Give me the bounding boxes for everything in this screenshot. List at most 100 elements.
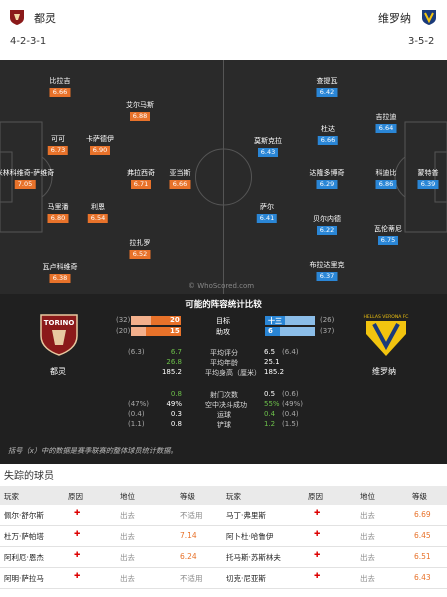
away-season-stat: (0.4): [282, 410, 299, 418]
stat-row: (47%) 49% 空中决斗成功 55% (49%): [0, 400, 447, 410]
home-goals-bar: [131, 316, 181, 325]
stat-row: 26.8 平均年龄 25.1: [0, 358, 447, 368]
home-formation: 4-2-3-1: [10, 36, 47, 47]
home-player[interactable]: 马里潘 6.80: [47, 203, 69, 223]
status: 出去: [120, 511, 135, 520]
player-name[interactable]: 佩尔·舒尔斯: [4, 511, 44, 520]
lineup-summary: 可能的阵容统计比较 TORINO 都灵 HELLAS VERONA FC 维罗纳…: [0, 294, 447, 464]
home-player[interactable]: 亚当斯 6.66: [169, 169, 191, 189]
table-row[interactable]: 佩尔·舒尔斯 ✚ 出去 不适用 马丁·弗里斯 ✚ 出去 6.69: [0, 505, 447, 526]
away-season-stat: (1.5): [282, 420, 299, 428]
rating: 6.24: [180, 552, 197, 561]
stat-label: 平均评分: [210, 349, 238, 357]
stat-row: (6.3) 6.7 平均评分 6.5 (6.4): [0, 348, 447, 358]
home-player[interactable]: 米林科维奇-萨维奇 7.05: [0, 169, 55, 189]
away-formation: 3-5-2: [408, 36, 435, 47]
away-player[interactable]: 瓦伦蒂尼 6.75: [374, 225, 402, 245]
injury-icon: ✚: [74, 508, 81, 517]
player-name[interactable]: 阿卜杜·哈鲁伊: [226, 532, 274, 541]
away-player[interactable]: 布拉达里克 6.37: [309, 261, 345, 281]
rating: 6.69: [414, 510, 431, 519]
stat-label: 空中决斗成功: [205, 401, 247, 409]
injury-icon: ✚: [314, 508, 321, 517]
player-name[interactable]: 杜万·萨帕塔: [4, 532, 44, 541]
stat-row: 185.2 平均身高（厘米） 185.2: [0, 368, 447, 378]
home-season-stat: (47%): [128, 400, 150, 408]
stat-label: 铲球: [217, 421, 231, 429]
injury-icon: ✚: [314, 550, 321, 559]
home-stat: 185.2: [161, 368, 182, 376]
stat-label: 射门次数: [210, 391, 238, 399]
home-player[interactable]: 可可 6.73: [47, 134, 69, 155]
away-stat: 1.2: [264, 420, 276, 428]
table-row[interactable]: 阿明·萨拉马 ✚ 出去 不适用 切克·尼亚斯 ✚ 出去 6.43: [0, 568, 447, 589]
stat-row: (0.4) 0.3 运球 0.4 (0.4): [0, 410, 447, 420]
table-row[interactable]: 杜万·萨帕塔 ✚ 出去 7.14 阿卜杜·哈鲁伊 ✚ 出去 6.45: [0, 526, 447, 547]
away-season-stat: (49%): [282, 400, 304, 408]
status: 出去: [360, 511, 375, 520]
pitch: 比拉吉 6.66 艾尔马斯 6.88 可可 6.73 卡萨德伊 6.90 米林科维奇-萨…: [0, 60, 447, 294]
home-player[interactable]: 瓦卢科维奇 6.38: [42, 263, 78, 283]
summary-away-label: 维罗纳: [372, 367, 396, 376]
status: 出去: [120, 553, 135, 562]
home-team-name[interactable]: 都灵: [34, 12, 56, 25]
away-stat: 55%: [264, 400, 280, 408]
status: 出去: [120, 532, 135, 541]
summary-home-label: 都灵: [50, 367, 66, 376]
away-player[interactable]: 莫斯克拉 6.43: [254, 137, 282, 157]
away-player[interactable]: 杜达 6.66: [317, 124, 339, 145]
away-player[interactable]: 查提瓦 6.42: [316, 77, 338, 97]
home-player[interactable]: 拉扎罗 6.52: [129, 239, 151, 259]
rating: 不适用: [180, 511, 203, 520]
home-player[interactable]: 弗拉西奇 6.71: [127, 169, 155, 189]
stat-row: (1.1) 0.8 铲球 1.2 (1.5): [0, 420, 447, 430]
home-player[interactable]: 艾尔马斯 6.88: [126, 101, 154, 121]
rating: 6.45: [414, 531, 431, 540]
stat-label: 运球: [217, 411, 231, 419]
home-assists-bar: [131, 327, 181, 336]
away-stat: 0.4: [264, 410, 276, 418]
stat-row: 0.8 射门次数 0.5 (0.6): [0, 390, 447, 400]
home-stat: 26.8: [166, 358, 182, 366]
torino-large-crest-icon: TORINO: [38, 312, 80, 358]
watermark: © WhoScored.com: [188, 282, 255, 290]
status: 出去: [360, 532, 375, 541]
home-player[interactable]: 卡萨德伊 6.90: [86, 135, 114, 155]
match-header: 都灵 4-2-3-1 维罗纳 3-5-2: [0, 0, 447, 60]
injury-icon: ✚: [74, 571, 81, 580]
injury-icon: ✚: [74, 529, 81, 538]
away-player[interactable]: 吉拉迪 6.64: [375, 113, 397, 133]
player-name[interactable]: 马丁·弗里斯: [226, 511, 266, 520]
verona-large-crest-icon: HELLAS VERONA FC: [358, 312, 414, 360]
rating: 7.14: [180, 531, 197, 540]
stat-label: 平均年龄: [210, 359, 238, 367]
home-season-stat: (6.3): [128, 348, 145, 356]
away-team-name[interactable]: 维罗纳: [378, 12, 411, 25]
away-player[interactable]: 萨尔 6.41: [256, 202, 278, 223]
summary-title: 可能的阵容统计比较: [185, 300, 262, 310]
home-season-stat: (0.4): [128, 410, 145, 418]
away-player[interactable]: 蒙特普 6.39: [417, 169, 439, 189]
rating: 6.43: [414, 573, 431, 582]
player-name[interactable]: 托马斯·苏斯林夫: [226, 553, 281, 562]
assists-row: (20) 15 助攻 6 (37): [116, 327, 335, 336]
away-player[interactable]: 贝尔内德 6.22: [313, 215, 341, 235]
away-player[interactable]: 达隆多博奇 6.29: [309, 169, 345, 189]
injury-icon: ✚: [74, 550, 81, 559]
away-stat: 25.1: [264, 358, 280, 366]
away-player[interactable]: 科迪比 6.86: [375, 169, 397, 189]
home-player[interactable]: 比拉吉 6.66: [49, 77, 71, 97]
player-name[interactable]: 阿利厄·恩杰: [4, 553, 44, 562]
player-name[interactable]: 切克·尼亚斯: [226, 574, 266, 583]
home-stat: 0.3: [170, 410, 182, 418]
injury-icon: ✚: [314, 529, 321, 538]
home-player[interactable]: 利恩 6.54: [87, 202, 109, 223]
status: 出去: [360, 553, 375, 562]
player-name[interactable]: 阿明·萨拉马: [4, 574, 44, 583]
home-stat: 0.8: [170, 390, 182, 398]
status: 出去: [120, 574, 135, 583]
table-row[interactable]: 阿利厄·恩杰 ✚ 出去 6.24 托马斯·苏斯林夫 ✚ 出去 6.51: [0, 547, 447, 568]
stat-label: 平均身高（厘米）: [205, 369, 261, 377]
rating: 6.51: [414, 552, 431, 561]
away-season-stat: (6.4): [282, 348, 299, 356]
